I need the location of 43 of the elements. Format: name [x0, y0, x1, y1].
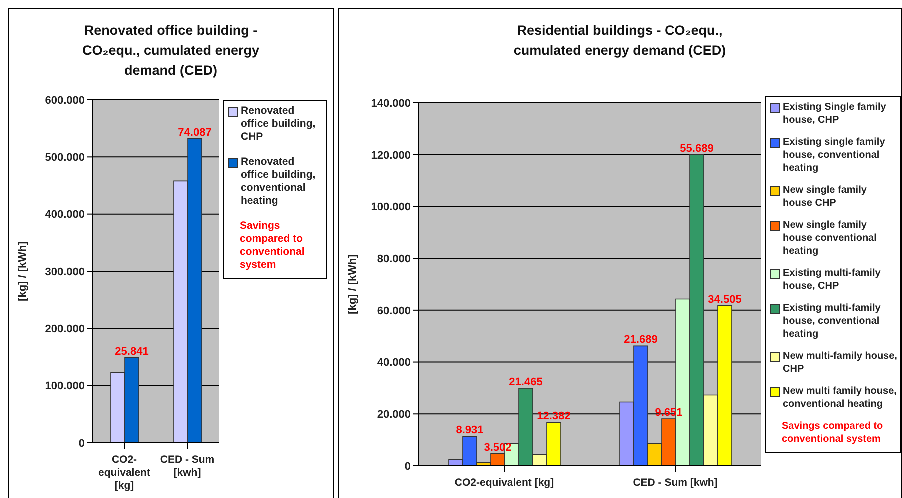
- legend-label: New multi-family house, CHP: [783, 350, 898, 376]
- legend-label: New multi family house, conventional heating: [783, 385, 898, 411]
- legend-label: Existing multi-family house, CHP: [783, 267, 882, 293]
- annotation: 55.689: [680, 142, 714, 155]
- legend-label: New single family house conventional heating: [783, 219, 878, 258]
- x-tick-label: CO2-equivalent [kg]: [454, 477, 554, 489]
- y-tick-label: 600.000: [45, 94, 85, 107]
- y-tick-label: 140.000: [371, 98, 411, 110]
- legend-label: Renovated office building, conventional heating: [241, 156, 317, 208]
- annotation: 74.087: [178, 126, 212, 139]
- x-tick-label: CO2-equivalent [kg]: [98, 454, 151, 492]
- chart-title: Renovated office building - CO₂equ., cumulated energy demand (CED): [81, 22, 261, 80]
- y-axis-title: [kg] / [kWh]: [17, 241, 29, 302]
- annotation: 34.505: [708, 294, 742, 306]
- y-tick-label: 20.000: [377, 409, 411, 422]
- annotation: 21.465: [509, 376, 543, 388]
- y-tick-label: 0: [78, 438, 85, 450]
- annotation: 25.841: [115, 346, 149, 358]
- legend-label: Existing Single family house, CHP: [783, 101, 888, 127]
- y-tick-label: 500.000: [45, 152, 85, 164]
- annotation: 8.931: [456, 424, 484, 437]
- y-tick-label: 40.000: [377, 357, 411, 370]
- y-axis-title: [kg] / [kWh]: [347, 254, 359, 314]
- y-tick-label: 100.000: [45, 380, 85, 393]
- y-tick-label: 80.000: [377, 253, 411, 266]
- legend-label: Existing multi-family house, conventional heating: [783, 302, 882, 341]
- y-tick-label: 0: [404, 460, 411, 473]
- y-tick-label: 60.000: [377, 305, 411, 318]
- chart-title: Residential buildings - CO₂equ., cumulated energy demand (CED): [512, 22, 728, 60]
- y-tick-label: 100.000: [371, 202, 411, 214]
- x-tick-label: CED - Sum [kwh]: [160, 454, 215, 479]
- legend-label: Existing single family house, conventional heating: [783, 136, 886, 175]
- annotation: 21.689: [624, 334, 658, 346]
- y-tick-label: 300.000: [45, 266, 85, 278]
- legend-label: New single family house CHP: [783, 184, 868, 210]
- legend-label: Renovated office building, CHP: [241, 105, 317, 144]
- text: Savings compared to conventional system: [781, 420, 884, 446]
- annotation: 12.382: [537, 410, 571, 423]
- text: Savings compared to conventional system: [239, 220, 306, 272]
- x-tick-label: CED - Sum [kwh]: [633, 477, 718, 489]
- y-tick-label: 400.000: [45, 209, 85, 222]
- y-tick-label: 120.000: [371, 150, 411, 162]
- y-tick-label: 200.000: [45, 324, 85, 336]
